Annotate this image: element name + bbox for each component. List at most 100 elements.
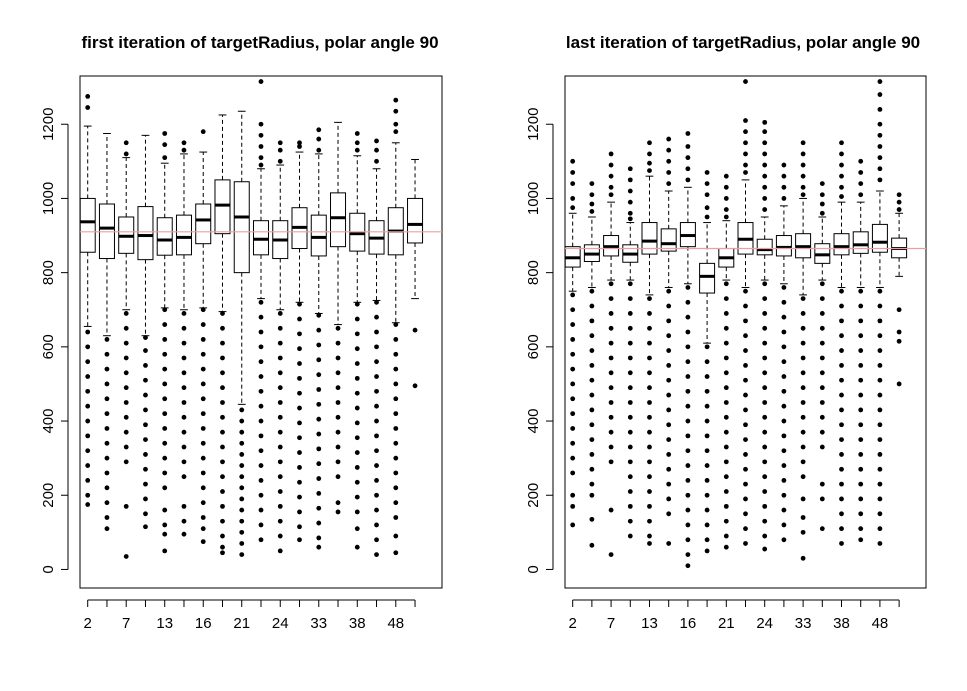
outlier-point (104, 485, 110, 491)
outlier-point (685, 144, 691, 149)
outlier-point (685, 344, 691, 350)
outlier-point (200, 396, 206, 402)
outlier-point (277, 503, 283, 509)
outlier-point (800, 459, 806, 465)
outlier-point (666, 496, 672, 502)
outlier-point (839, 151, 844, 157)
outlier-point (374, 299, 379, 305)
outlier-point (762, 281, 768, 287)
outlier-point (647, 414, 652, 420)
outlier-point (781, 433, 787, 439)
outlier-point (839, 194, 844, 199)
outlier-point (162, 381, 168, 387)
outlier-point (704, 478, 710, 483)
outlier-point (743, 377, 748, 383)
outlier-point (277, 400, 283, 405)
box-group (756, 119, 773, 552)
outlier-point (589, 348, 595, 353)
outlier-point (220, 429, 225, 435)
outlier-point (877, 481, 883, 487)
outlier-point (819, 281, 825, 287)
outlier-point (589, 303, 595, 309)
box (330, 192, 347, 248)
outlier-point (143, 407, 148, 413)
outlier-point (877, 407, 883, 413)
outlier-point (647, 325, 652, 331)
outlier-point (647, 518, 652, 524)
outlier-point (762, 385, 768, 391)
outlier-point (297, 450, 302, 455)
x-tick-label: 33 (795, 615, 812, 632)
outlier-point (85, 448, 91, 454)
outlier-point (393, 533, 399, 539)
outlier-point (393, 351, 399, 357)
outlier-point (627, 216, 633, 222)
outlier-point (685, 388, 691, 394)
outlier-point (743, 140, 748, 146)
outlier-point (104, 426, 110, 431)
y-tick-label: 0 (525, 565, 542, 573)
outlier-point (316, 431, 322, 437)
box-group (852, 158, 869, 543)
outlier-point (104, 381, 110, 387)
outlier-point (162, 366, 168, 372)
outlier-point (200, 455, 206, 461)
outlier-point (704, 548, 710, 554)
outlier-point (839, 348, 844, 353)
box-group (891, 192, 908, 387)
outlier-point (685, 131, 691, 136)
outlier-point (608, 340, 614, 346)
outlier-point (258, 374, 264, 379)
outlier-point (704, 507, 710, 513)
outlier-point (877, 511, 883, 517)
outlier-point (647, 340, 652, 346)
outlier-point (781, 463, 787, 468)
outlier-point (858, 318, 864, 324)
outlier-point (858, 348, 864, 353)
box-group (407, 158, 424, 389)
outlier-point (123, 554, 129, 559)
outlier-point (220, 400, 225, 405)
outlier-point (589, 181, 595, 186)
outlier-point (839, 526, 844, 532)
outlier-point (627, 188, 633, 194)
outlier-point (297, 420, 302, 426)
box-group (175, 140, 192, 537)
outlier-point (162, 440, 168, 446)
outlier-point (354, 390, 360, 396)
outlier-point (743, 437, 748, 442)
outlier-point (858, 170, 864, 175)
outlier-point (239, 418, 245, 424)
outlier-point (570, 503, 576, 509)
outlier-point (800, 400, 806, 405)
outlier-point (239, 507, 245, 513)
outlier-point (877, 155, 883, 161)
outlier-point (627, 210, 633, 216)
outlier-point (819, 311, 825, 316)
outlier-point (589, 392, 595, 398)
outlier-point (354, 405, 360, 411)
outlier-point (85, 388, 91, 394)
outlier-point (647, 160, 652, 166)
outlier-point (723, 370, 729, 376)
outlier-point (393, 97, 399, 103)
outlier-point (258, 79, 264, 84)
box-group (814, 181, 831, 532)
outlier-point (647, 459, 652, 465)
outlier-point (181, 518, 187, 524)
outlier-point (743, 118, 748, 123)
outlier-point (393, 426, 399, 431)
outlier-point (412, 383, 418, 389)
outlier-point (143, 437, 148, 442)
x-tick-label: 24 (756, 615, 773, 632)
outlier-point (200, 470, 206, 476)
outlier-point (896, 192, 902, 198)
outlier-point (723, 311, 729, 316)
outlier-point (647, 533, 652, 539)
outlier-point (800, 555, 806, 561)
outlier-point (277, 355, 283, 361)
y-tick-label: 1000 (525, 182, 542, 215)
outlier-point (839, 333, 844, 339)
outlier-point (162, 470, 168, 476)
outlier-point (627, 459, 633, 465)
